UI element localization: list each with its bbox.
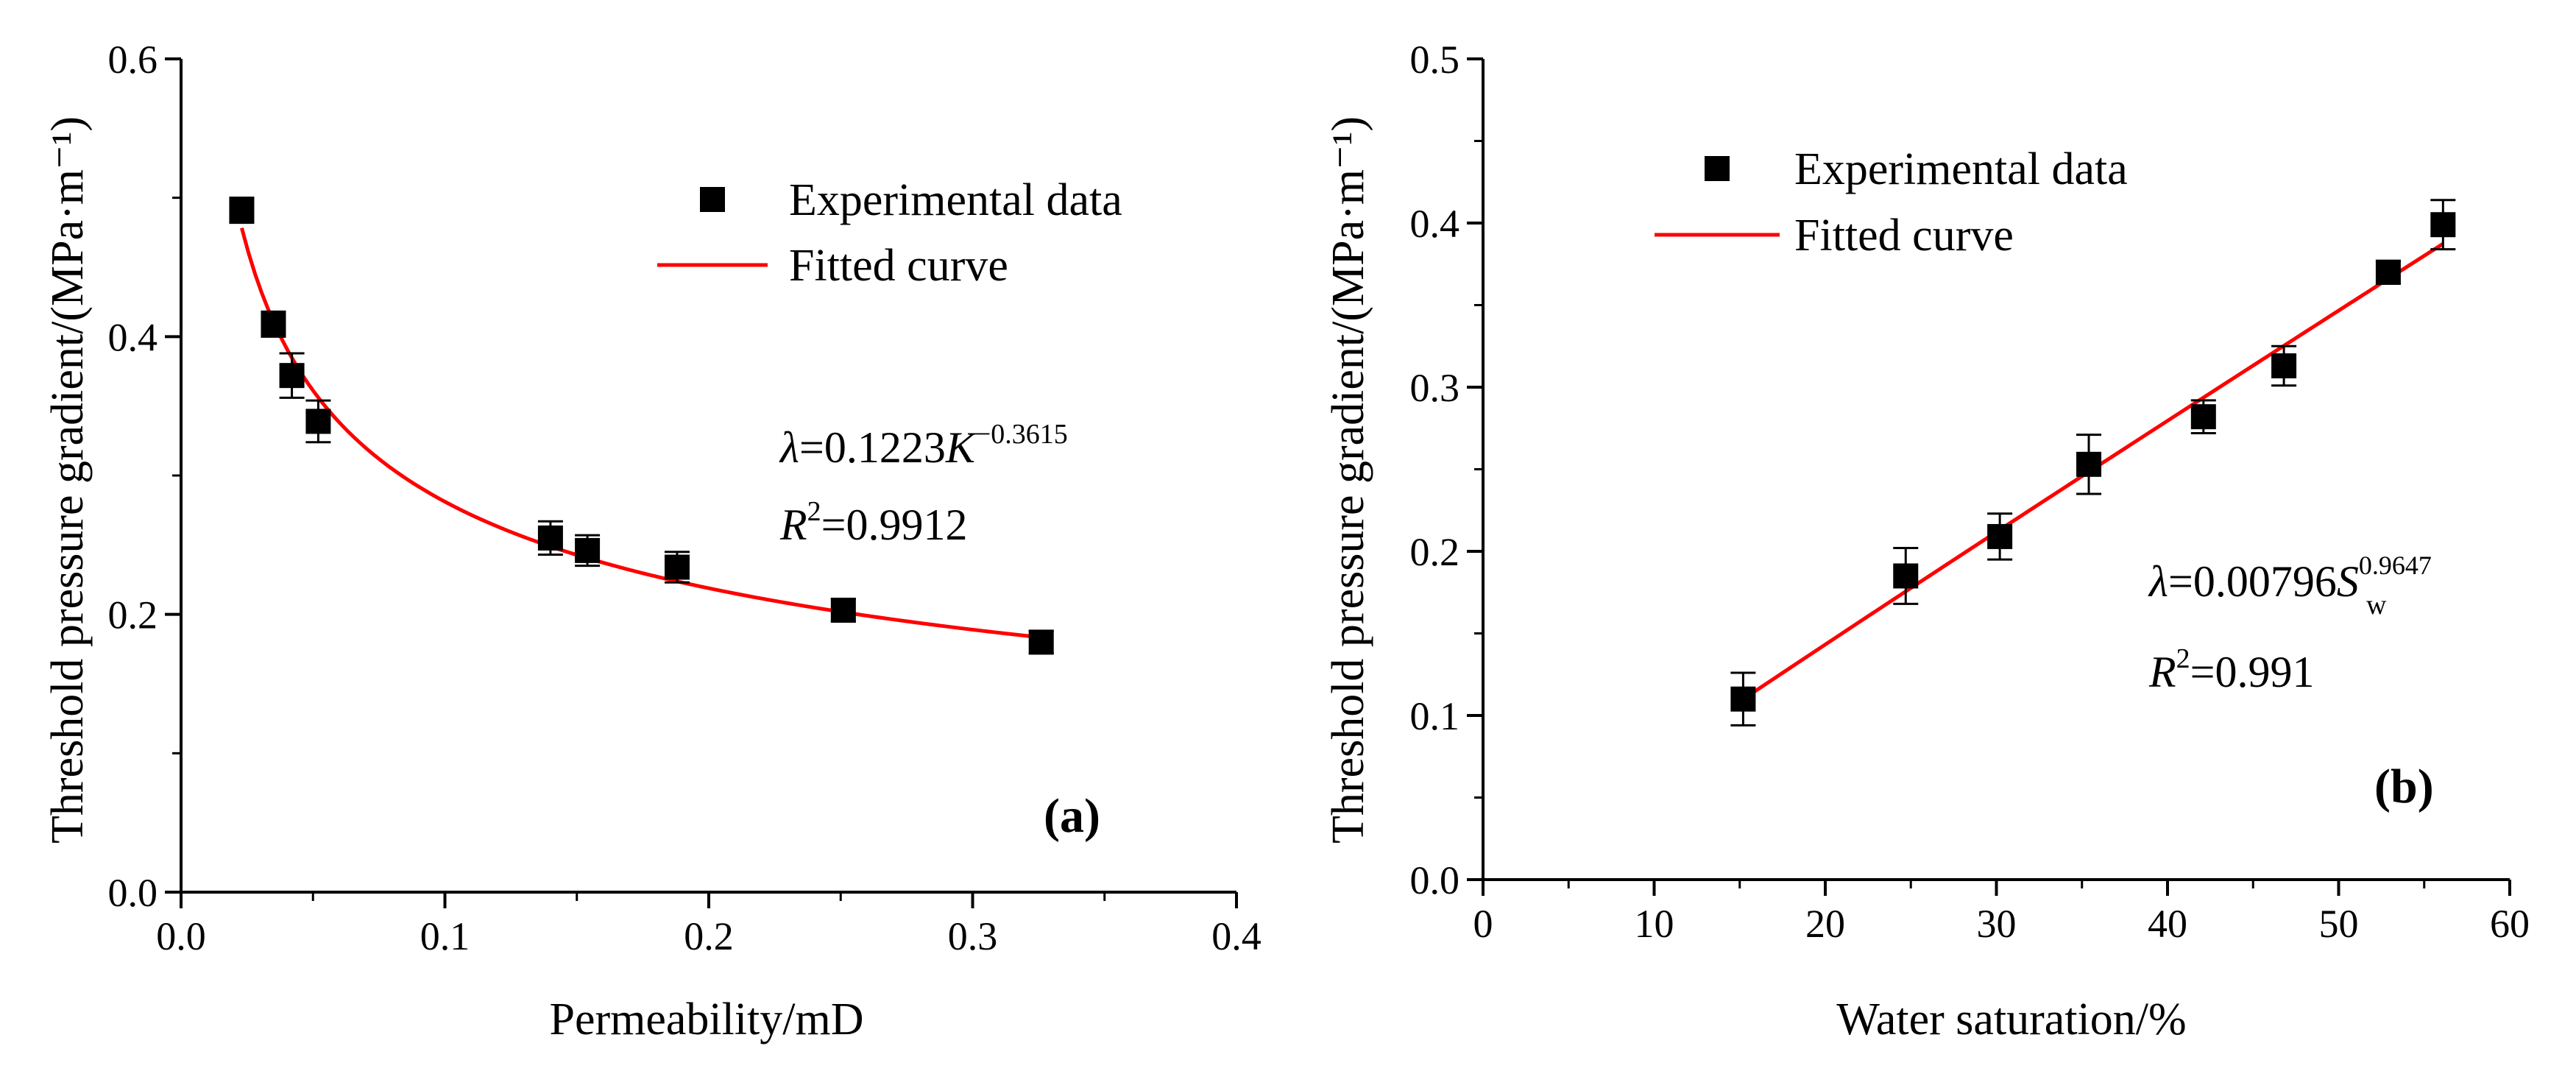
legend-marker-experimental: [700, 187, 725, 212]
data-point: [305, 409, 331, 434]
y-tick-label: 0.1: [1410, 694, 1460, 738]
svg-text:R2=0.991: R2=0.991: [2148, 643, 2315, 696]
svg-text:R2=0.9912: R2=0.9912: [779, 496, 968, 549]
x-tick-label: 0.4: [1211, 914, 1262, 958]
data-point: [2190, 404, 2216, 430]
data-point: [1028, 629, 1054, 655]
x-tick-label: 60: [2490, 902, 2530, 946]
data-point: [537, 525, 563, 551]
panel-label-a: (a): [1044, 789, 1100, 843]
y-tick-label: 0.2: [1410, 530, 1460, 574]
data-point: [575, 537, 601, 563]
y-tick-label: 0.0: [1410, 858, 1460, 902]
x-axis-title: Permeability/mD: [549, 994, 863, 1045]
x-tick-label: 0.3: [948, 914, 998, 958]
data-point: [2271, 353, 2297, 379]
chart-panel-a: 0.0 0.1 0.2 0.3 0.4 0.0 0.2 0.4 0.6 Permeability…: [43, 38, 1262, 1045]
y-axis-title: Threshold pressure gradient/(MPa·m⁻¹): [43, 116, 93, 844]
x-tick-label: 0.0: [156, 914, 206, 958]
x-tick-label: 0: [1473, 902, 1493, 946]
x-tick-label: 10: [1635, 902, 1674, 946]
data-point: [2430, 212, 2456, 238]
legend-label-fitted: Fitted curve: [1794, 211, 2014, 261]
legend-label-experimental: Experimental data: [789, 175, 1122, 225]
fit-equation: λ=0.00796S0.9647 w R2=0.991: [2148, 551, 2432, 696]
x-axis-title: Water saturation/%: [1836, 994, 2186, 1045]
legend-label-experimental: Experimental data: [1794, 144, 2128, 194]
x-tick-label: 0.2: [684, 914, 734, 958]
fit-equation: λ=0.1223K−0.3615 R2=0.9912: [779, 419, 1068, 549]
data-point: [261, 311, 286, 337]
data-point: [830, 598, 856, 623]
chart-panel-b: 0 10 20 30 40 50 60 0.0 0.1 0.2 0.3 0.4 0.5 Water sa…: [1323, 38, 2530, 1045]
x-tick-label: 40: [2148, 902, 2187, 946]
legend: Experimental data Fitted curve: [657, 175, 1122, 291]
data-point: [1987, 523, 2013, 549]
data-point: [229, 197, 255, 223]
fitted-curve: [240, 227, 1041, 640]
data-point: [279, 363, 305, 389]
legend-marker-experimental: [1705, 156, 1730, 181]
x-tick-label: 0.1: [420, 914, 470, 958]
y-tick-label: 0.6: [108, 38, 158, 82]
svg-text:λ=0.00796S0.9647: λ=0.00796S0.9647: [2148, 551, 2432, 606]
legend-label-fitted: Fitted curve: [789, 241, 1008, 291]
svg-text:λ=0.1223K−0.3615: λ=0.1223K−0.3615: [779, 419, 1068, 472]
legend: Experimental data Fitted curve: [1655, 144, 2128, 261]
x-tick-label: 50: [2319, 902, 2359, 946]
data-point: [2375, 259, 2401, 285]
x-tick-label: 20: [1805, 902, 1845, 946]
data-point: [1893, 563, 1919, 589]
y-tick-label: 0.4: [108, 315, 158, 359]
y-tick-label: 0.0: [108, 871, 158, 915]
data-point: [2076, 451, 2102, 477]
y-tick-label: 0.5: [1410, 38, 1460, 82]
x-tick-label: 30: [1977, 902, 2017, 946]
y-tick-label: 0.2: [108, 593, 158, 637]
y-tick-label: 0.4: [1410, 202, 1460, 246]
svg-text:w: w: [2366, 590, 2387, 621]
data-point: [664, 554, 690, 580]
data-point: [1730, 686, 1756, 712]
y-axis-title: Threshold pressure gradient/(MPa·m⁻¹): [1323, 116, 1373, 844]
panel-label-b: (b): [2374, 760, 2434, 813]
y-tick-label: 0.3: [1410, 366, 1460, 410]
